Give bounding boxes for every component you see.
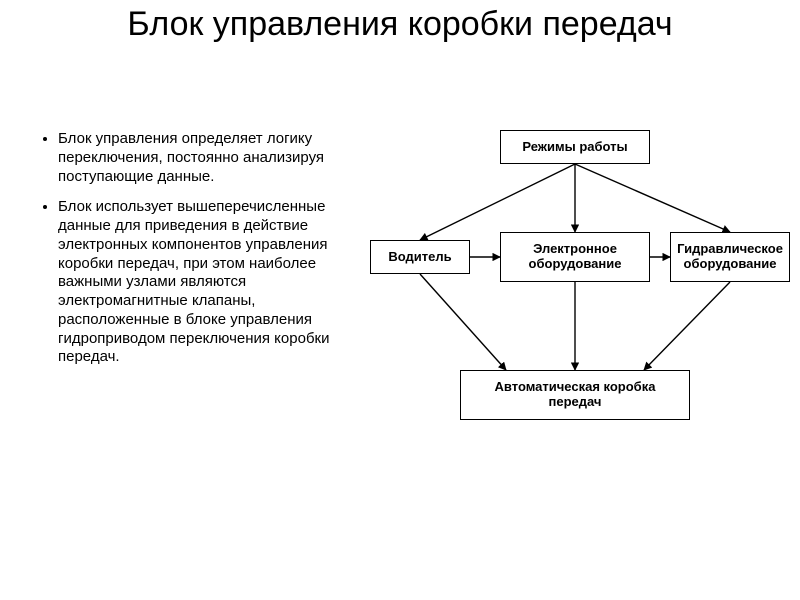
page-title: Блок управления коробки передач <box>0 6 800 43</box>
node-driver: Водитель <box>370 240 470 274</box>
diagram-edges <box>350 130 790 510</box>
node-gearbox: Автоматическая коробка передач <box>460 370 690 420</box>
node-elec: Электронное оборудование <box>500 232 650 282</box>
flowchart-diagram: Режимы работы Водитель Электронное оборудо… <box>350 130 790 510</box>
node-modes: Режимы работы <box>500 130 650 164</box>
bullet-item: Блок управления определяет логику перекл… <box>58 130 340 186</box>
edge <box>644 282 730 370</box>
bullet-list: Блок управления определяет логику перекл… <box>40 130 340 379</box>
bullet-item: Блок использует вышеперечисленные данные… <box>58 198 340 367</box>
node-hydr: Гидравлическое оборудование <box>670 232 790 282</box>
edge <box>420 164 575 240</box>
edge <box>420 274 506 370</box>
edge <box>575 164 730 232</box>
